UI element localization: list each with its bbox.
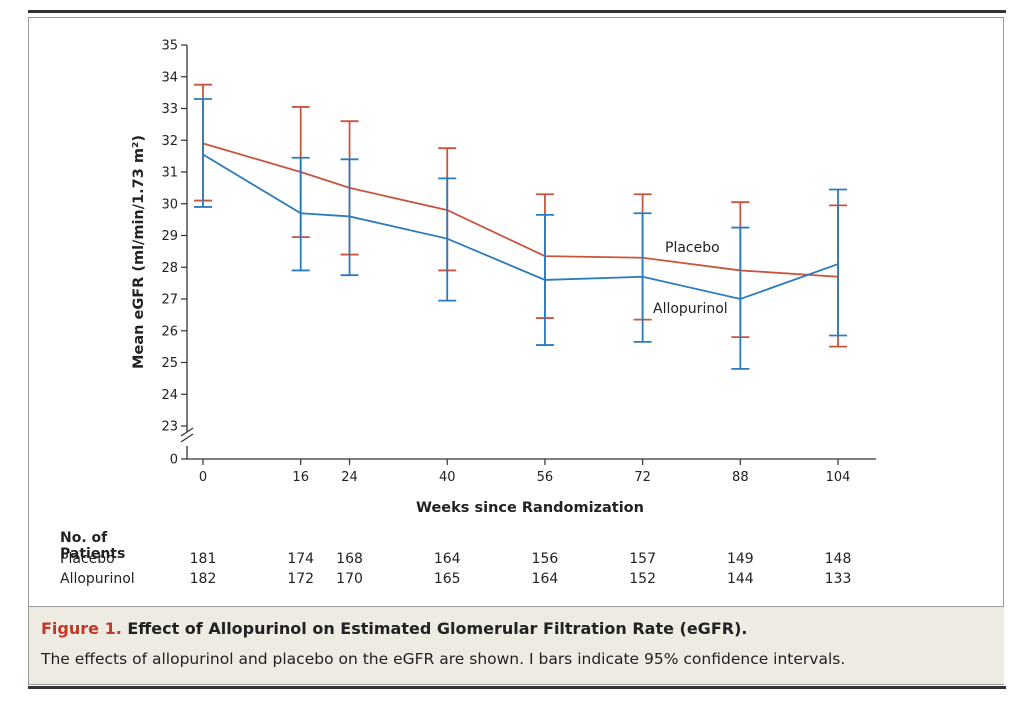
x-tick-label: 88 [732, 470, 749, 485]
top-rule [28, 10, 1006, 13]
patients-count: 172 [287, 571, 315, 587]
patients-row-label: Placebo [60, 551, 115, 567]
series-allopurinol [194, 98, 848, 370]
y-tick-label: 29 [161, 229, 178, 244]
patients-count: 181 [189, 551, 217, 567]
x-tick-label: 104 [826, 470, 851, 485]
y-tick-label: 25 [161, 356, 178, 371]
patients-count: 133 [824, 571, 852, 587]
patients-count: 164 [433, 551, 461, 567]
y-tick-label-zero: 0 [170, 453, 178, 468]
caption-title-text: Effect of Allopurinol on Estimated Glome… [121, 619, 748, 638]
series-placebo [194, 83, 848, 348]
caption-title: Figure 1. Effect of Allopurinol on Estim… [41, 619, 747, 638]
chart-axes [180, 44, 877, 465]
axis-break-mark [180, 433, 194, 443]
y-tick-label: 31 [161, 166, 178, 181]
figure-frame [28, 17, 1004, 685]
placebo-line [202, 142, 839, 278]
patients-row-label: Allopurinol [60, 571, 135, 587]
y-axis-title: Mean eGFR (ml/min/1.73 m²) [131, 135, 147, 369]
y-tick-label: 23 [161, 420, 178, 435]
chart-series [194, 83, 848, 370]
patients-count: 170 [336, 571, 363, 587]
patients-count: 157 [629, 551, 656, 567]
y-tick-label: 24 [161, 388, 178, 403]
x-tick-label: 40 [439, 470, 456, 485]
patients-count: 182 [189, 571, 217, 587]
placebo-series-label: Placebo [665, 240, 720, 256]
allopurinol-line [202, 153, 839, 300]
y-tick-label: 28 [161, 261, 178, 276]
x-tick-label: 16 [292, 470, 309, 485]
y-tick-label: 33 [161, 102, 178, 117]
y-tick-label: 35 [161, 39, 178, 54]
patients-count: 174 [287, 551, 315, 567]
bottom-rule [28, 686, 1006, 689]
x-tick-label: 72 [634, 470, 651, 485]
x-tick-label: 24 [341, 470, 358, 485]
y-tick-label: 32 [161, 134, 178, 149]
patients-count: 148 [824, 551, 852, 567]
figure-caption: Figure 1. Effect of Allopurinol on Estim… [29, 606, 1004, 684]
x-tick-label: 56 [537, 470, 554, 485]
caption-body: The effects of allopurinol and placebo o… [41, 650, 846, 668]
y-tick-label: 27 [161, 293, 178, 308]
patients-count: 165 [433, 571, 461, 587]
x-tick-label: 0 [199, 470, 207, 485]
y-tick-label: 30 [161, 197, 178, 212]
chart-labels: 35 34 33 32 31 30 29 28 27 26 25 24 23 0 0 16 24 40 56 72 88… [131, 39, 850, 517]
patients-count: 152 [629, 571, 656, 587]
axis-break-mark [180, 427, 194, 437]
x-axis-title: Weeks since Randomization [416, 500, 644, 516]
caption-figure-label: Figure 1. [41, 619, 122, 638]
patients-count: 168 [336, 551, 363, 567]
y-tick-label: 34 [161, 70, 178, 85]
patients-count: 156 [531, 551, 559, 567]
y-tick-label: 26 [161, 324, 178, 339]
allopurinol-series-label: Allopurinol [653, 301, 728, 317]
patients-title: No. of Patients [60, 530, 126, 562]
patients-count: 144 [726, 571, 754, 587]
patients-count: 149 [726, 551, 754, 567]
patients-count: 164 [531, 571, 559, 587]
